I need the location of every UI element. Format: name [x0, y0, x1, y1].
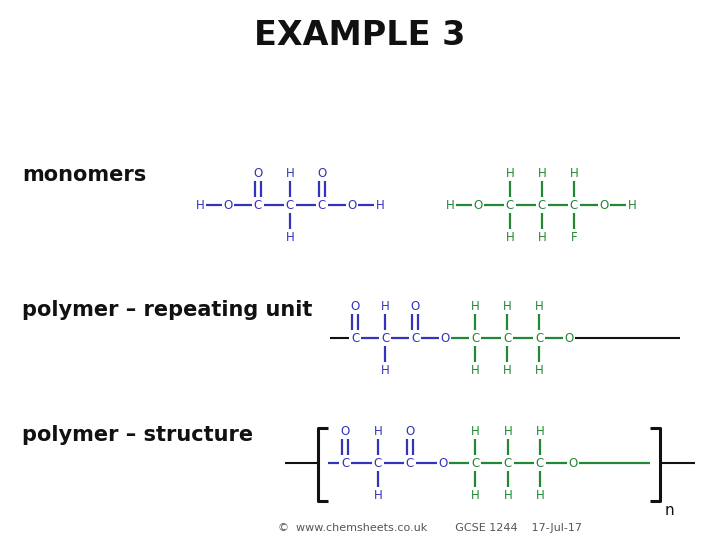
Text: H: H — [471, 300, 480, 313]
Text: C: C — [471, 332, 479, 345]
Text: H: H — [471, 424, 480, 437]
Text: H: H — [374, 489, 382, 502]
Text: C: C — [570, 199, 578, 212]
Text: H: H — [503, 489, 513, 502]
Text: C: C — [318, 199, 326, 212]
Text: C: C — [535, 332, 543, 345]
Text: C: C — [374, 456, 382, 470]
Text: H: H — [536, 489, 544, 502]
Text: H: H — [376, 199, 384, 212]
Text: H: H — [503, 300, 511, 313]
Text: H: H — [471, 363, 480, 376]
Text: H: H — [374, 424, 382, 437]
Text: n: n — [665, 503, 675, 518]
Text: H: H — [535, 300, 544, 313]
Text: F: F — [571, 231, 577, 244]
Text: O: O — [410, 300, 420, 313]
Text: O: O — [318, 167, 327, 180]
Text: O: O — [473, 199, 482, 212]
Text: H: H — [505, 231, 514, 244]
Text: C: C — [503, 332, 511, 345]
Text: H: H — [381, 363, 390, 376]
Text: O: O — [223, 199, 233, 212]
Text: O: O — [599, 199, 608, 212]
Text: C: C — [381, 332, 389, 345]
Text: O: O — [441, 332, 449, 345]
Text: O: O — [568, 456, 577, 470]
Text: C: C — [536, 456, 544, 470]
Text: polymer – repeating unit: polymer – repeating unit — [22, 300, 312, 320]
Text: polymer – structure: polymer – structure — [22, 425, 253, 445]
Text: H: H — [503, 424, 513, 437]
Text: H: H — [381, 300, 390, 313]
Text: C: C — [471, 456, 479, 470]
Text: C: C — [538, 199, 546, 212]
Text: H: H — [286, 231, 294, 244]
Text: H: H — [536, 424, 544, 437]
Text: C: C — [506, 199, 514, 212]
Text: C: C — [286, 199, 294, 212]
Text: C: C — [254, 199, 262, 212]
Text: C: C — [411, 332, 419, 345]
Text: C: C — [351, 332, 359, 345]
Text: H: H — [503, 363, 511, 376]
Text: H: H — [446, 199, 454, 212]
Text: H: H — [628, 199, 636, 212]
Text: EXAMPLE 3: EXAMPLE 3 — [254, 18, 466, 52]
Text: H: H — [538, 231, 546, 244]
Text: H: H — [505, 167, 514, 180]
Text: O: O — [405, 424, 415, 437]
Text: O: O — [253, 167, 263, 180]
Text: H: H — [535, 363, 544, 376]
Text: monomers: monomers — [22, 165, 146, 185]
Text: C: C — [406, 456, 414, 470]
Text: H: H — [538, 167, 546, 180]
Text: H: H — [570, 167, 578, 180]
Text: C: C — [504, 456, 512, 470]
Text: H: H — [286, 167, 294, 180]
Text: O: O — [438, 456, 448, 470]
Text: O: O — [351, 300, 359, 313]
Text: O: O — [347, 199, 356, 212]
Text: O: O — [564, 332, 574, 345]
Text: C: C — [341, 456, 349, 470]
Text: H: H — [196, 199, 204, 212]
Text: O: O — [341, 424, 350, 437]
Text: ©  www.chemsheets.co.uk        GCSE 1244    17-Jul-17: © www.chemsheets.co.uk GCSE 1244 17-Jul-… — [278, 523, 582, 533]
Text: H: H — [471, 489, 480, 502]
